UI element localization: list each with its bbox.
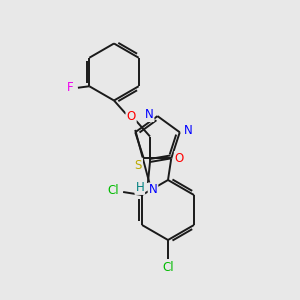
Text: Cl: Cl [108, 184, 119, 197]
Text: H: H [135, 181, 144, 194]
Text: O: O [127, 110, 136, 124]
Text: F: F [67, 81, 73, 94]
Text: N: N [148, 183, 158, 196]
Text: N: N [145, 108, 154, 121]
Text: N: N [184, 124, 193, 137]
Text: S: S [135, 158, 142, 172]
Text: Cl: Cl [162, 261, 174, 274]
Text: O: O [175, 152, 184, 165]
